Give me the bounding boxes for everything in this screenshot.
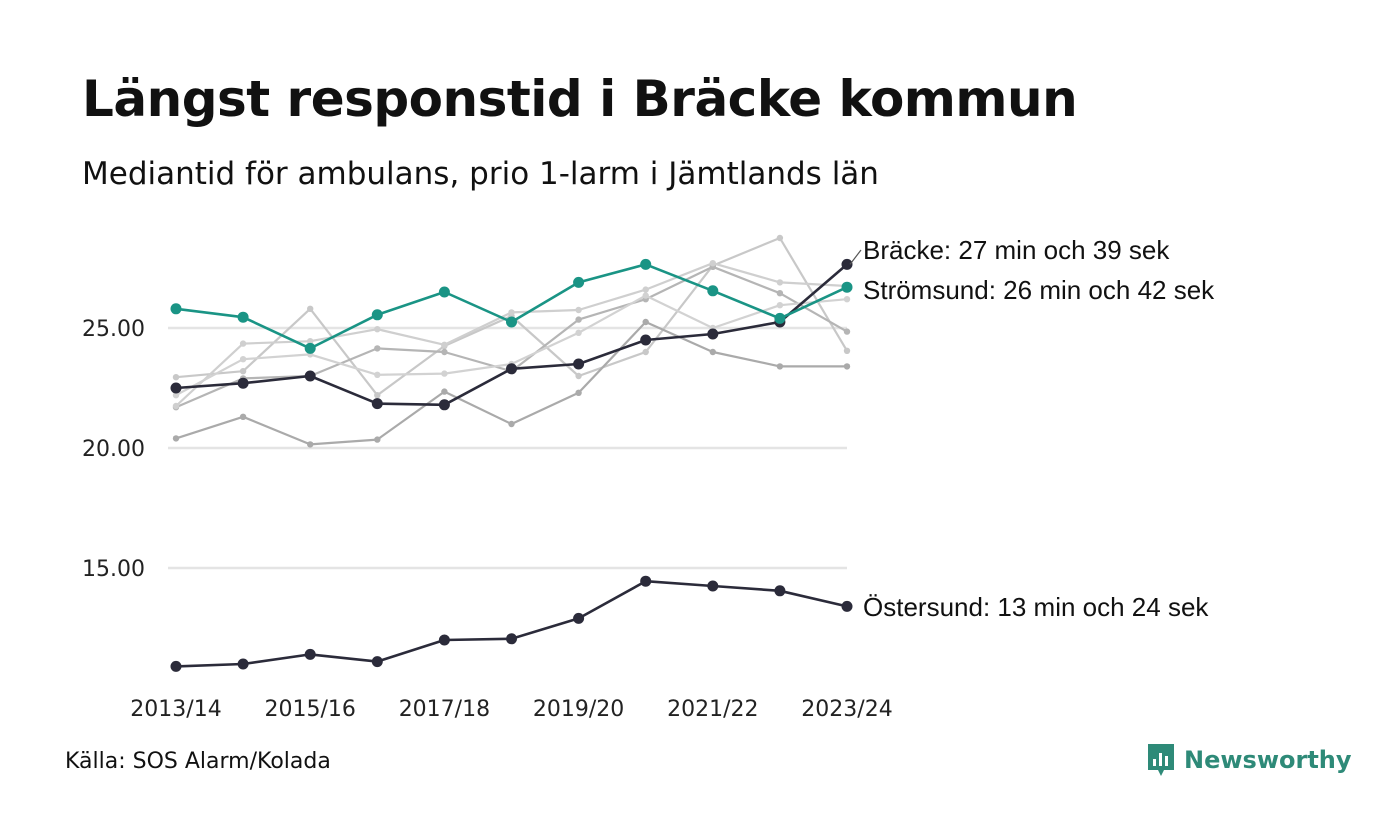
- highlight-series-line: [175, 579, 848, 668]
- chart-title: Längst responstid i Bräcke kommun: [82, 70, 1078, 128]
- y-tick-label: 25.00: [82, 317, 145, 342]
- background-series-point: [374, 436, 381, 443]
- newsworthy-brand[interactable]: Newsworthy: [1146, 742, 1352, 778]
- highlight-series-point: [707, 285, 719, 297]
- highlight-series-point: [237, 377, 249, 389]
- background-series-point: [776, 279, 784, 286]
- background-series-point: [239, 368, 247, 375]
- background-series-point: [575, 316, 582, 323]
- background-series-point: [172, 374, 180, 381]
- y-tick-label: 15.00: [82, 557, 145, 582]
- background-series-point: [441, 388, 448, 395]
- background-series-point: [642, 348, 649, 356]
- newsworthy-logo-icon: [1148, 744, 1174, 776]
- background-series-point: [307, 338, 314, 345]
- background-series-point: [307, 441, 314, 448]
- highlight-series-point: [170, 382, 182, 394]
- series-end-label: Strömsund: 26 min och 42 sek: [863, 275, 1215, 305]
- background-series-point: [441, 348, 448, 356]
- highlight-series-point: [438, 286, 450, 298]
- background-series-point: [709, 260, 716, 267]
- background-series-point: [776, 290, 784, 297]
- source-note: Källa: SOS Alarm/Kolada: [65, 749, 331, 774]
- highlight-series-point: [371, 398, 383, 410]
- background-series-point: [575, 372, 582, 380]
- y-tick-label: 20.00: [82, 437, 145, 462]
- highlight-series-point: [640, 258, 652, 270]
- background-series-point: [843, 296, 851, 303]
- x-tick-label: 2013/14: [130, 697, 221, 722]
- background-series-line: [175, 262, 848, 407]
- background-series-point: [374, 345, 381, 352]
- highlight-series-point: [237, 311, 249, 323]
- highlight-series-point: [371, 309, 383, 321]
- background-series-point: [239, 356, 247, 363]
- highlight-series-point: [707, 328, 719, 340]
- highlight-series-point: [640, 334, 652, 346]
- highlight-series-point: [506, 363, 517, 375]
- background-series-point: [776, 234, 784, 242]
- background-series-point: [172, 392, 180, 399]
- series-end-label: Östersund: 13 min och 24 sek: [863, 592, 1209, 622]
- highlight-series-point: [707, 580, 719, 592]
- highlight-series-point: [371, 656, 383, 668]
- series-end-label: Bräcke: 27 min och 39 sek: [863, 235, 1170, 265]
- highlight-series-point: [573, 358, 585, 370]
- label-leader-line: [849, 249, 862, 265]
- highlight-series-point: [841, 281, 853, 293]
- highlight-series-point: [506, 316, 517, 328]
- x-tick-label: 2017/18: [399, 697, 490, 722]
- highlight-series-point: [170, 660, 182, 672]
- background-series-point: [307, 305, 314, 312]
- highlight-series-point: [304, 342, 316, 354]
- highlight-series-line: [175, 263, 848, 350]
- background-series-point: [843, 347, 851, 354]
- highlight-series-point: [841, 258, 853, 270]
- background-series-point: [441, 370, 448, 377]
- x-tick-label: 2021/22: [667, 697, 758, 722]
- highlight-series-point: [237, 658, 249, 670]
- background-series-point: [374, 392, 381, 399]
- highlight-series-point: [438, 399, 450, 411]
- highlight-series-point: [506, 633, 517, 645]
- background-series-point: [374, 326, 381, 333]
- x-tick-label: 2019/20: [533, 697, 624, 722]
- background-series-point: [441, 341, 448, 348]
- background-series-point: [709, 348, 716, 356]
- highlight-series-point: [573, 276, 585, 288]
- highlight-series-line: [175, 263, 848, 407]
- brand-name: Newsworthy: [1184, 746, 1352, 774]
- highlight-series-point: [774, 312, 786, 324]
- highlight-series-point: [640, 575, 652, 587]
- background-series-point: [843, 328, 851, 335]
- highlight-series-point: [304, 648, 316, 660]
- background-series-point: [776, 302, 784, 309]
- highlight-series-point: [841, 600, 853, 612]
- background-series-point: [575, 306, 582, 314]
- background-series-point: [172, 402, 180, 410]
- chart-subtitle: Mediantid för ambulans, prio 1-larm i Jä…: [82, 156, 879, 192]
- background-series-point: [575, 329, 582, 336]
- background-series-point: [776, 363, 784, 370]
- highlight-series-point: [774, 585, 786, 597]
- background-series-point: [239, 413, 247, 420]
- background-series-point: [508, 309, 515, 316]
- highlight-series-point: [304, 370, 316, 382]
- background-series-point: [239, 340, 247, 347]
- x-tick-label: 2023/24: [801, 697, 892, 722]
- x-tick-label: 2015/16: [264, 697, 355, 722]
- background-series-point: [374, 371, 381, 378]
- highlight-series-point: [170, 303, 182, 315]
- background-series-point: [642, 292, 649, 299]
- background-series-line: [175, 265, 848, 409]
- highlight-series-point: [573, 612, 585, 624]
- background-series-point: [172, 435, 180, 442]
- background-series-point: [575, 389, 582, 396]
- background-series-point: [642, 286, 649, 293]
- highlight-series-point: [438, 634, 450, 646]
- background-series-point: [508, 420, 515, 428]
- background-series-point: [642, 318, 649, 326]
- background-series-point: [843, 363, 851, 370]
